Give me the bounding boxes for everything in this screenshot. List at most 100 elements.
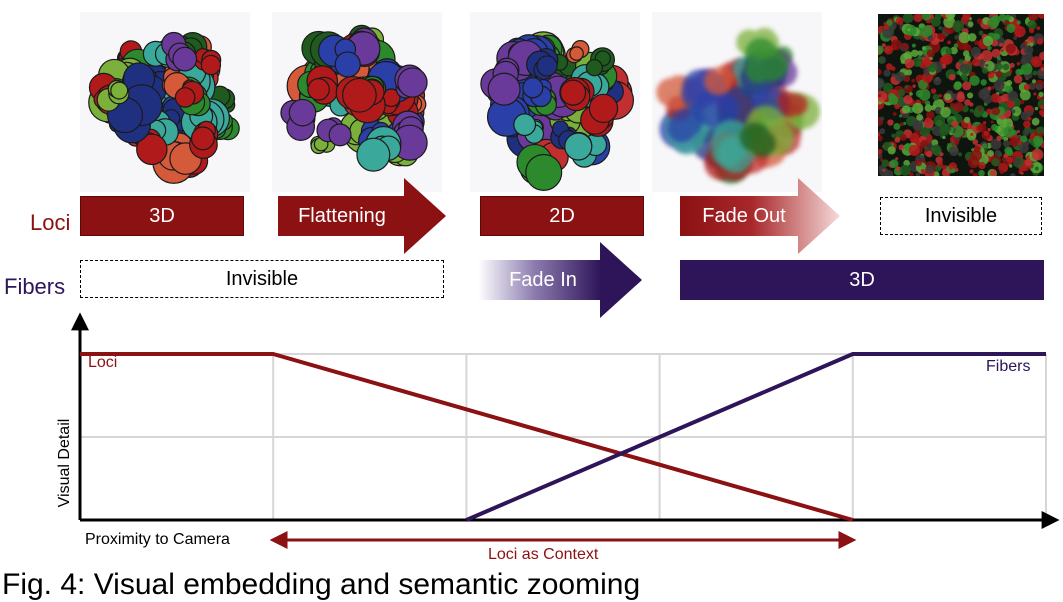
fiber-dot — [958, 58, 964, 65]
fiber-dot — [913, 14, 923, 23]
fiber-dot — [918, 88, 931, 101]
fiber-dot — [1002, 118, 1014, 129]
fiber-dot — [1006, 149, 1014, 157]
fiber-dot — [1000, 48, 1004, 53]
fiber-dot — [882, 168, 886, 172]
fiber-dot — [987, 149, 994, 157]
fiber-dot — [892, 112, 897, 116]
fiber-dot — [962, 14, 971, 20]
fiber-dot — [972, 172, 979, 176]
fiber-dot — [993, 79, 1005, 91]
fiber-dot — [911, 78, 916, 83]
blob — [356, 125, 402, 172]
blob — [391, 110, 428, 161]
fiber-dot — [933, 115, 946, 127]
fiber-dot — [881, 159, 890, 168]
blob — [559, 77, 595, 112]
fiber-dot — [1028, 82, 1036, 91]
fiber-dot — [973, 145, 981, 153]
fiber-dot — [882, 82, 893, 93]
fiber-dot — [964, 55, 971, 62]
fiber-dot — [1014, 25, 1026, 38]
fiber-dot — [932, 93, 940, 101]
fiber-dot — [895, 71, 906, 82]
fiber-dot — [890, 39, 902, 51]
fiber-dot — [1016, 129, 1020, 134]
fiber-dot — [991, 158, 1000, 167]
fiber-dot — [903, 121, 907, 125]
fiber-dot — [1040, 67, 1044, 72]
fiber-dot — [999, 169, 1004, 175]
fiber-dot — [932, 99, 945, 111]
fiber-dot — [951, 120, 959, 128]
fiber-dot — [922, 46, 926, 51]
fiber-dot — [981, 143, 988, 149]
blob — [564, 131, 608, 168]
fiber-dot — [1013, 74, 1023, 84]
fiber-dot — [967, 21, 974, 27]
fiber-dot — [881, 43, 886, 48]
fiber-dot — [967, 33, 977, 42]
fiber-dot — [878, 45, 884, 54]
fiber-dot — [1003, 136, 1009, 142]
blob — [681, 69, 727, 111]
fiber-dot — [887, 119, 894, 126]
figure-caption: Fig. 4: Visual embedding and semantic zo… — [2, 568, 641, 601]
fiber-dot — [904, 58, 915, 69]
blob — [526, 47, 559, 80]
fiber-dot — [883, 24, 890, 30]
fiber-dot — [921, 14, 931, 21]
fiber-dot — [934, 165, 942, 172]
fiber-dot — [905, 24, 917, 37]
fiber-dot — [1023, 83, 1031, 91]
fiber-dot — [964, 99, 971, 106]
fibers-row-label: Fibers — [4, 274, 66, 299]
fiber-dot — [1033, 135, 1044, 146]
fiber-dot — [1006, 99, 1015, 108]
fiber-dot — [878, 148, 883, 155]
fiber-dot — [982, 35, 994, 47]
fiber-dot — [919, 126, 931, 137]
series-line-fibers — [465, 352, 1046, 522]
fiber-dot — [1031, 148, 1044, 161]
fiber-dot — [924, 104, 933, 112]
fiber-dot — [945, 47, 953, 55]
fiber-dot — [1019, 99, 1025, 105]
fiber-dot — [1020, 58, 1028, 65]
fiber-dot — [915, 159, 922, 167]
loci-fade-thumbnail — [652, 12, 822, 192]
visual-detail-chart — [71, 312, 1060, 549]
fiber-dot — [878, 90, 888, 102]
loci-flattening-thumbnail — [272, 12, 442, 192]
fiber-dot — [999, 42, 1004, 47]
fiber-dot — [951, 168, 956, 173]
fiber-dot — [947, 40, 951, 45]
fiber-dot — [920, 25, 933, 38]
fiber-dot — [1034, 166, 1039, 171]
fiber-dot — [939, 160, 943, 164]
fiber-dot — [995, 62, 1003, 71]
fiber-dot — [1028, 14, 1039, 22]
fiber-dot — [879, 128, 886, 135]
fiber-dot — [977, 123, 987, 133]
fiber-dot — [899, 133, 907, 141]
fiber-dot — [1016, 20, 1021, 25]
fiber-dot — [989, 169, 997, 176]
fiber-dot — [1005, 43, 1016, 54]
fibers-stage-invisible: Invisible — [80, 260, 444, 298]
fiber-dot — [987, 127, 991, 132]
fiber-dot — [962, 50, 970, 57]
fiber-dot — [990, 86, 995, 90]
fiber-dot — [1024, 158, 1033, 167]
fiber-dot — [894, 103, 901, 110]
loci-stage-invisible: Invisible — [880, 197, 1042, 235]
blob — [335, 75, 386, 124]
fiber-dot — [951, 142, 956, 147]
fiber-dot — [1038, 109, 1044, 116]
fiber-dot — [961, 68, 967, 74]
fiber-dot — [907, 28, 911, 32]
fiber-dot — [925, 117, 931, 123]
loci-2d-thumbnail — [470, 12, 640, 192]
blob — [318, 34, 361, 78]
fiber-dot — [891, 72, 896, 78]
